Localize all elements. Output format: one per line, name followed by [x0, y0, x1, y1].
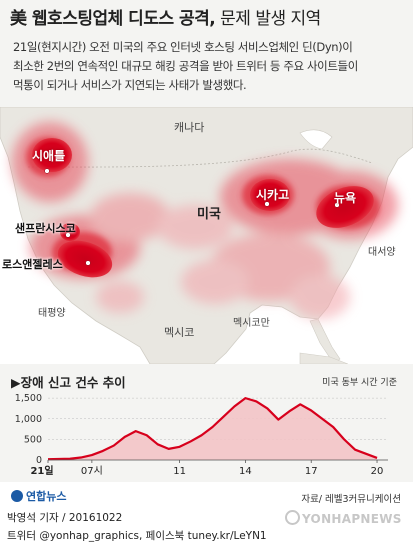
series-line: [47, 397, 378, 461]
description-line: 최소한 2번의 연속적인 대규모 해킹 공격을 받아 트위터 등 주요 사이트들…: [13, 59, 358, 73]
title-main: 美 웹호스팅업체 디도스 공격,: [10, 9, 216, 29]
watermark: YONHAPNEWS: [285, 510, 402, 526]
chart-note: 미국 동부 시간 기준: [322, 378, 397, 388]
source: 자료/ 레벨3커뮤니케이션: [301, 494, 401, 505]
x-tick-label: 14: [239, 466, 252, 477]
x-tick-label: 11: [173, 466, 186, 477]
label-gulf: 멕시코만: [233, 318, 270, 329]
logo-text: 연합뉴스: [26, 490, 67, 503]
city-chicago: 시카고: [256, 188, 290, 202]
page-title: 美 웹호스팅업체 디도스 공격, 문제 발생 지역: [10, 4, 321, 29]
publisher-logo: 연합뉴스: [11, 488, 66, 504]
logo-mark-icon: [11, 490, 23, 502]
series-area: [48, 398, 378, 460]
los-angeles-dot: [85, 260, 91, 266]
social-links: 트위터 @yonhap_graphics, 페이스북 tuney.kr/LeYN…: [7, 530, 267, 542]
label-mexico: 멕시코: [164, 326, 195, 339]
title-rest: 문제 발생 지역: [215, 9, 321, 29]
city-los-angeles: 로스앤젤레스: [2, 258, 63, 271]
x-tick-label: 07시: [81, 465, 103, 477]
new-york-dot: [334, 202, 340, 208]
y-tick-label: 500: [24, 434, 42, 445]
outage-heat-map: [0, 107, 413, 364]
city-seattle: 시애틀: [32, 149, 66, 163]
florida: [309, 318, 341, 364]
y-tick-label: 0: [36, 455, 42, 466]
canada-border: [27, 148, 373, 168]
description-line: 먹통이 되거나 서비스가 지연되는 사태가 발생했다.: [13, 78, 247, 92]
cuba: [299, 352, 349, 364]
y-tick-label: 1,000: [15, 414, 42, 425]
description: 21일(현지시간) 오전 미국의 주요 인터넷 호스팅 서비스업체인 딘(Dyn…: [13, 38, 403, 95]
x-tick-label: 20: [371, 466, 384, 477]
x-tick-label: 17: [305, 466, 318, 477]
heat-cores: [32, 138, 374, 278]
seattle-dot: [44, 168, 50, 174]
x-tick-label: 21일: [30, 464, 53, 477]
label-pacific: 태평양: [38, 308, 66, 319]
description-line: 21일(현지시간) 오전 미국의 주요 인터넷 호스팅 서비스업체인 딘(Dyn…: [13, 40, 353, 54]
footer: [0, 482, 413, 547]
city-new-york: 뉴욕: [334, 191, 357, 205]
city-san-francisco: 샌프란시스코: [15, 222, 76, 235]
chart-title: ▶장애 신고 건수 추이: [11, 375, 126, 390]
city-dots: [44, 168, 340, 266]
watermark-icon: [285, 510, 300, 525]
great-lakes: [299, 129, 333, 150]
san-francisco-dot: [65, 232, 71, 238]
credit: 박영석 기자 / 20161022: [7, 512, 123, 524]
label-usa: 미국: [197, 207, 221, 222]
watermark-text: YONHAPNEWS: [302, 512, 402, 526]
label-atlantic: 대서양: [368, 247, 396, 258]
outage-chart: 0 500 1,000 1,500 21일 07시 11 14 17 20: [15, 393, 388, 477]
y-tick-label: 1,500: [15, 393, 42, 404]
label-canada: 캐나다: [174, 121, 205, 134]
chicago-dot: [264, 201, 270, 207]
